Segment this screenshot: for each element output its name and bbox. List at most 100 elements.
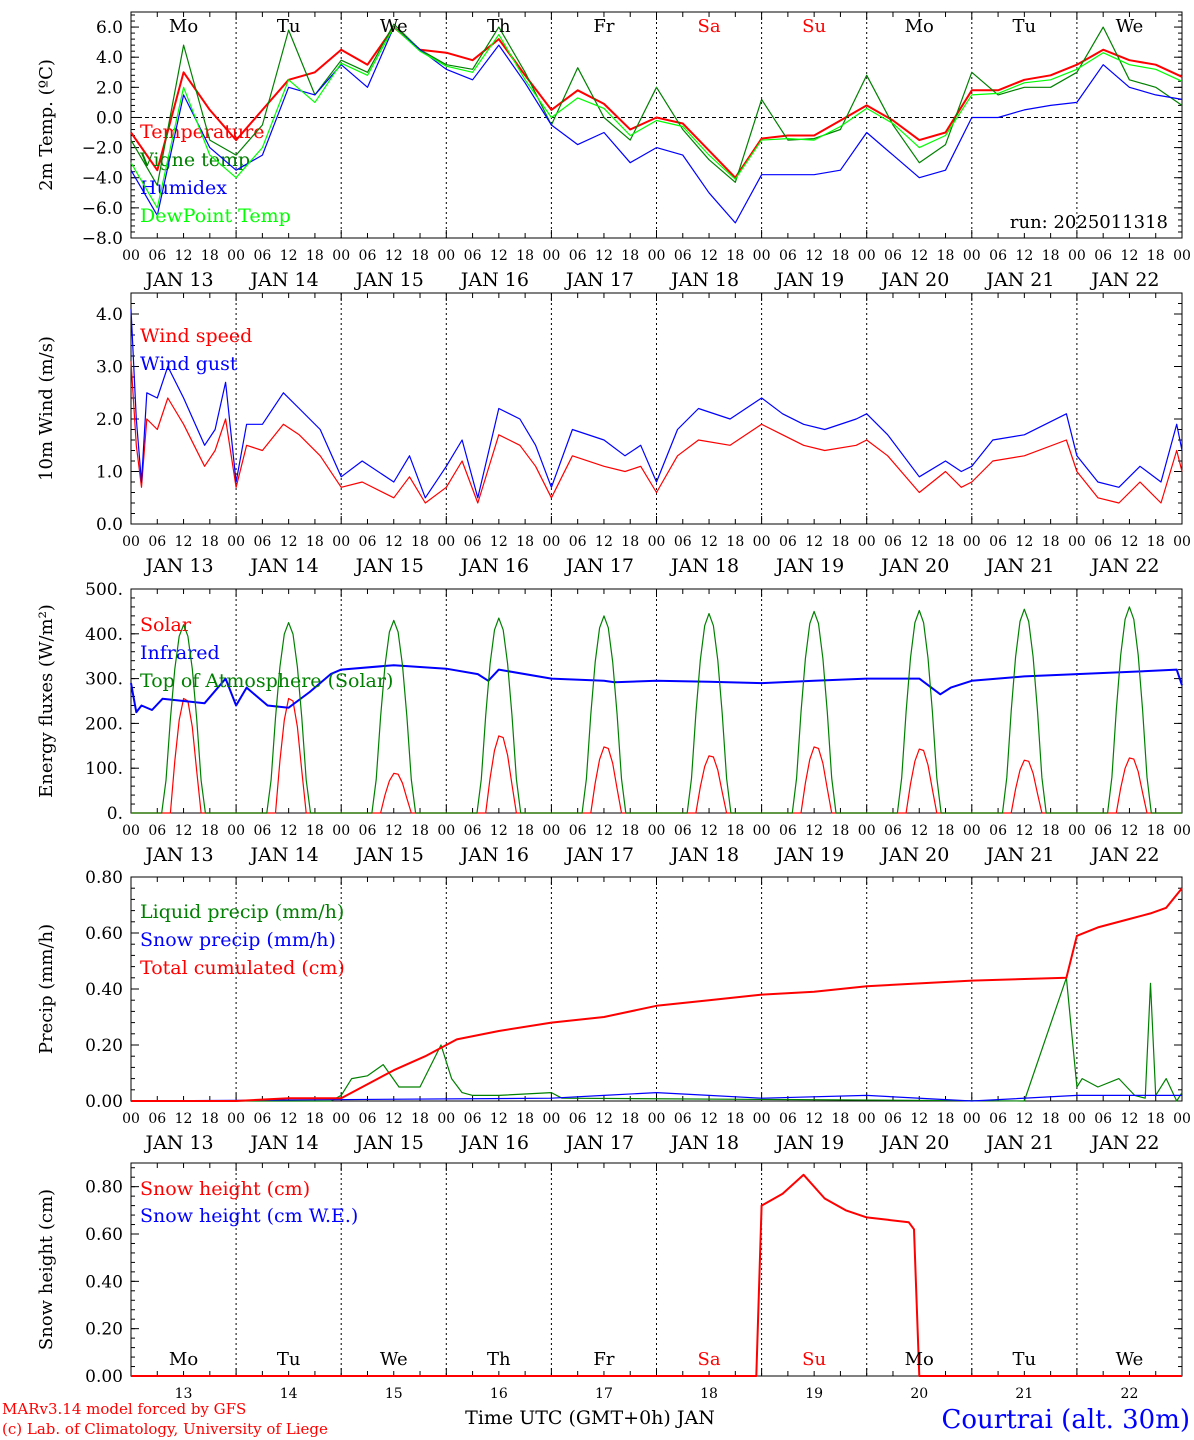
- hour-tick-label: 12: [910, 534, 928, 550]
- hour-tick-label: 00: [227, 1111, 245, 1127]
- hour-tick-label: 12: [490, 1111, 508, 1127]
- hour-tick-label: 18: [1147, 1111, 1165, 1127]
- date-label: JAN 18: [669, 844, 739, 866]
- hour-tick-label: 18: [201, 248, 219, 264]
- date-label: JAN 19: [774, 1132, 844, 1154]
- date-label: JAN 18: [669, 555, 739, 577]
- hour-tick-label: 18: [516, 534, 534, 550]
- hour-tick-label: 18: [726, 248, 744, 264]
- hour-tick-label: 00: [1068, 534, 1086, 550]
- hour-tick-label: 00: [542, 823, 560, 839]
- date-label: JAN 16: [459, 844, 529, 866]
- legend-entry: Wind gust: [140, 353, 238, 375]
- y-tick-label: 2.0: [96, 78, 123, 98]
- hour-tick-label: 06: [674, 823, 692, 839]
- day-number-label: 19: [805, 1386, 823, 1402]
- weekday-label: We: [1116, 1349, 1144, 1370]
- date-label: JAN 22: [1089, 555, 1159, 577]
- hour-tick-label: 06: [148, 248, 166, 264]
- hour-tick-label: 12: [280, 248, 298, 264]
- hour-tick-label: 00: [542, 1111, 560, 1127]
- hour-tick-label: 06: [989, 248, 1007, 264]
- hour-tick-label: 06: [989, 823, 1007, 839]
- y-tick-label: 4.0: [96, 48, 123, 68]
- hour-tick-label: 06: [464, 248, 482, 264]
- hour-tick-label: 12: [385, 1111, 403, 1127]
- weekday-label: Sa: [698, 1349, 721, 1370]
- hour-tick-label: 18: [1042, 248, 1060, 264]
- hour-tick-label: 00: [1173, 823, 1191, 839]
- hour-tick-label: 06: [779, 823, 797, 839]
- hour-tick-label: 06: [569, 1111, 587, 1127]
- weekday-label: We: [1116, 16, 1144, 37]
- weekday-label: Mo: [169, 16, 198, 37]
- date-label: JAN 13: [143, 269, 213, 291]
- hour-tick-label: 12: [490, 534, 508, 550]
- hour-tick-label: 06: [779, 534, 797, 550]
- date-label: JAN 21: [984, 1132, 1054, 1154]
- hour-tick-label: 00: [963, 1111, 981, 1127]
- hour-tick-label: 06: [253, 534, 271, 550]
- y-tick-label: 0.80: [85, 868, 123, 888]
- station-name: Courtrai (alt. 30m): [942, 1405, 1191, 1435]
- date-label: JAN 17: [564, 844, 634, 866]
- hour-tick-label: 12: [595, 1111, 613, 1127]
- hour-tick-label: 00: [1173, 248, 1191, 264]
- date-label: JAN 19: [774, 844, 844, 866]
- series-line-top-of-atmosphere-solar-: [131, 606, 1182, 814]
- day-number-label: 17: [595, 1386, 613, 1402]
- y-tick-label: 400.: [85, 625, 123, 645]
- hour-tick-label: 18: [1042, 1111, 1060, 1127]
- date-label: JAN 21: [984, 555, 1054, 577]
- hour-tick-label: 00: [963, 823, 981, 839]
- hour-tick-label: 00: [858, 823, 876, 839]
- hour-tick-label: 18: [306, 1111, 324, 1127]
- date-label: JAN 16: [459, 1132, 529, 1154]
- hour-tick-label: 18: [201, 823, 219, 839]
- hour-tick-label: 06: [253, 823, 271, 839]
- credit-line-model: MARv3.14 model forced by GFS: [2, 1400, 246, 1418]
- series-line-dewpoint-temp: [130, 26, 1183, 209]
- hour-tick-label: 18: [411, 248, 429, 264]
- day-number-label: 14: [280, 1386, 298, 1402]
- legend-entry: Wind speed: [140, 325, 252, 347]
- date-label: JAN 17: [564, 269, 634, 291]
- hour-tick-label: 18: [306, 823, 324, 839]
- hour-tick-label: 00: [542, 248, 560, 264]
- hour-tick-label: 06: [779, 1111, 797, 1127]
- panel-1: 6.0 4.0 2.0 0.0 −2.0 −4.0 −6.0 −8.0 2m Temp. (ºC…: [36, 11, 1191, 291]
- weekday-label: We: [380, 1349, 408, 1370]
- hour-tick-label: 00: [648, 248, 666, 264]
- hour-tick-label: 06: [1094, 248, 1112, 264]
- legend-entry: Solar: [140, 614, 192, 636]
- hour-tick-label: 00: [227, 248, 245, 264]
- hour-tick-label: 18: [621, 248, 639, 264]
- hour-tick-label: 00: [542, 534, 560, 550]
- hour-tick-label: 12: [490, 823, 508, 839]
- weekday-label: Tu: [1013, 16, 1037, 37]
- hour-tick-label: 12: [805, 1111, 823, 1127]
- series-line-snow-precip-mm-h-: [130, 1091, 1182, 1102]
- hour-tick-label: 12: [280, 534, 298, 550]
- date-label: JAN 15: [354, 1132, 424, 1154]
- hour-tick-label: 18: [726, 534, 744, 550]
- date-label: JAN 18: [669, 1132, 739, 1154]
- hour-tick-label: 00: [1068, 248, 1086, 264]
- hour-tick-label: 18: [1042, 823, 1060, 839]
- hour-tick-label: 00: [332, 823, 350, 839]
- y-tick-label: 0.0: [96, 108, 123, 128]
- hour-tick-label: 18: [411, 823, 429, 839]
- date-label: JAN 20: [879, 1132, 949, 1154]
- y-axis-title: 2m Temp. (ºC): [36, 59, 57, 191]
- hour-tick-label: 18: [1147, 534, 1165, 550]
- date-label: JAN 15: [354, 269, 424, 291]
- y-tick-label: 300.: [85, 670, 123, 690]
- hour-tick-label: 06: [148, 1111, 166, 1127]
- hour-tick-label: 12: [700, 1111, 718, 1127]
- hour-tick-label: 18: [621, 534, 639, 550]
- hour-tick-label: 00: [648, 823, 666, 839]
- legend-entry: Humidex: [140, 177, 227, 199]
- hour-tick-label: 00: [648, 1111, 666, 1127]
- hour-tick-label: 12: [385, 823, 403, 839]
- date-label: JAN 14: [249, 555, 319, 577]
